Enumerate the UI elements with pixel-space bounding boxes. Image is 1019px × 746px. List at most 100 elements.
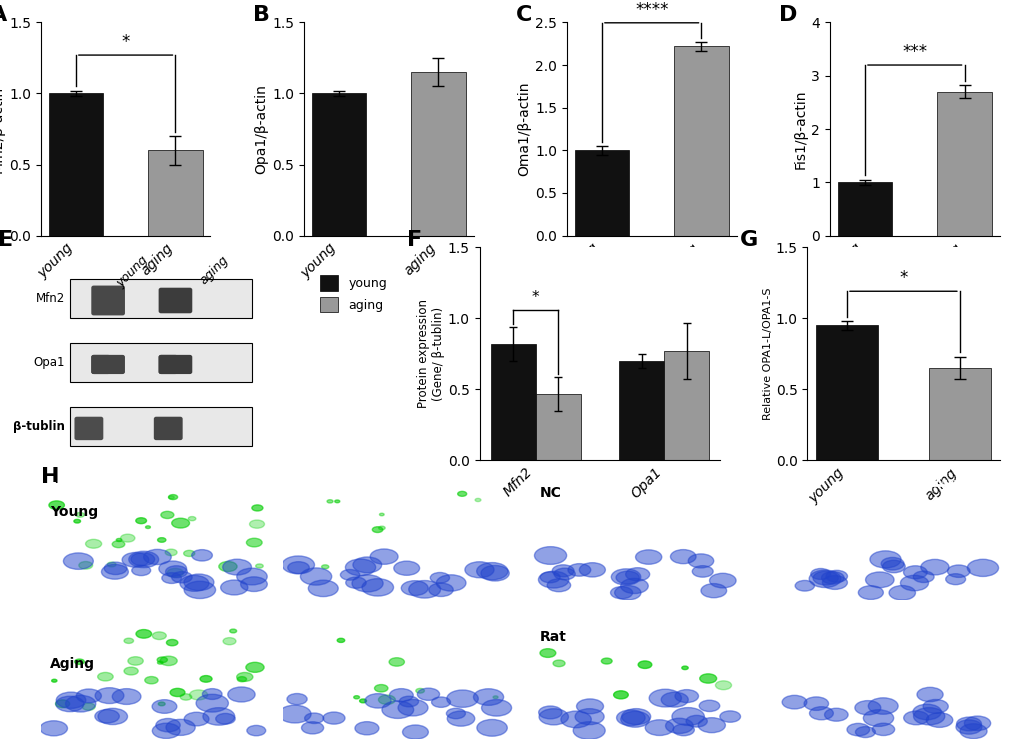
Circle shape	[398, 696, 418, 707]
Circle shape	[156, 718, 180, 732]
Circle shape	[867, 698, 898, 714]
Circle shape	[321, 565, 328, 568]
Circle shape	[323, 712, 344, 724]
Circle shape	[481, 565, 508, 581]
Circle shape	[955, 720, 981, 734]
Circle shape	[183, 574, 214, 591]
Circle shape	[575, 709, 603, 724]
Circle shape	[98, 709, 127, 724]
Circle shape	[709, 573, 736, 588]
Circle shape	[552, 660, 565, 667]
Circle shape	[686, 715, 706, 727]
Circle shape	[76, 689, 101, 703]
Circle shape	[122, 553, 149, 567]
Circle shape	[340, 569, 360, 580]
Circle shape	[669, 550, 695, 564]
Circle shape	[660, 692, 688, 707]
Circle shape	[49, 501, 64, 510]
Circle shape	[808, 570, 840, 588]
Circle shape	[162, 573, 181, 583]
Circle shape	[825, 571, 847, 582]
Circle shape	[417, 688, 439, 700]
Circle shape	[379, 513, 384, 515]
Circle shape	[240, 577, 267, 592]
Text: Rat: Rat	[539, 630, 566, 645]
Circle shape	[256, 564, 263, 568]
Circle shape	[812, 571, 838, 585]
Circle shape	[116, 539, 121, 542]
Circle shape	[374, 685, 387, 692]
Circle shape	[473, 689, 503, 705]
Circle shape	[568, 564, 590, 576]
Circle shape	[889, 586, 915, 600]
FancyBboxPatch shape	[74, 417, 103, 440]
Circle shape	[688, 554, 713, 568]
Circle shape	[104, 562, 126, 574]
Circle shape	[345, 559, 375, 576]
Circle shape	[795, 580, 814, 591]
Circle shape	[95, 709, 119, 723]
Circle shape	[157, 661, 163, 664]
Circle shape	[152, 723, 180, 739]
Circle shape	[192, 550, 212, 561]
Circle shape	[65, 695, 96, 712]
Circle shape	[165, 549, 177, 556]
Circle shape	[648, 689, 681, 707]
Circle shape	[579, 562, 605, 577]
Circle shape	[180, 694, 192, 700]
Circle shape	[337, 639, 344, 642]
Circle shape	[184, 712, 209, 726]
Circle shape	[146, 526, 150, 528]
Circle shape	[171, 518, 190, 528]
FancyBboxPatch shape	[92, 355, 110, 374]
Circle shape	[903, 565, 926, 579]
Circle shape	[925, 712, 952, 727]
Circle shape	[697, 718, 725, 733]
Circle shape	[136, 518, 147, 524]
Circle shape	[625, 568, 649, 581]
Circle shape	[913, 708, 944, 725]
Text: NC: NC	[539, 486, 560, 501]
Circle shape	[160, 656, 177, 665]
Bar	[490, 344, 535, 460]
Circle shape	[305, 713, 323, 724]
Circle shape	[539, 649, 555, 657]
Circle shape	[157, 538, 166, 542]
Circle shape	[145, 677, 158, 684]
Circle shape	[112, 689, 141, 704]
Circle shape	[615, 571, 639, 584]
Circle shape	[247, 538, 262, 547]
Circle shape	[52, 680, 57, 682]
Bar	[311, 93, 366, 236]
Circle shape	[692, 565, 712, 577]
Circle shape	[431, 697, 450, 707]
Circle shape	[86, 539, 102, 548]
Y-axis label: Protein expression
(Gene/ β-tublin): Protein expression (Gene/ β-tublin)	[417, 299, 444, 408]
Circle shape	[865, 572, 894, 588]
FancyBboxPatch shape	[159, 355, 193, 374]
Circle shape	[922, 700, 948, 713]
Y-axis label: Opa1/β-actin: Opa1/β-actin	[254, 84, 268, 174]
Circle shape	[220, 580, 248, 595]
Y-axis label: Oma1/β-actin: Oma1/β-actin	[517, 82, 531, 176]
Text: H: H	[41, 467, 59, 486]
Circle shape	[161, 511, 174, 518]
Circle shape	[621, 578, 648, 594]
Text: B: B	[253, 5, 270, 25]
Circle shape	[551, 565, 574, 577]
Bar	[837, 182, 892, 236]
Circle shape	[959, 724, 986, 739]
Text: GCL: GCL	[294, 621, 318, 630]
Circle shape	[168, 496, 174, 499]
Text: GCL: GCL	[294, 482, 318, 492]
Circle shape	[152, 632, 166, 639]
Circle shape	[370, 549, 397, 564]
Circle shape	[237, 677, 247, 682]
Circle shape	[446, 708, 465, 718]
Circle shape	[203, 708, 234, 725]
Circle shape	[821, 576, 847, 589]
Circle shape	[353, 557, 381, 573]
Circle shape	[136, 630, 152, 638]
Circle shape	[159, 561, 186, 576]
Circle shape	[900, 575, 927, 591]
